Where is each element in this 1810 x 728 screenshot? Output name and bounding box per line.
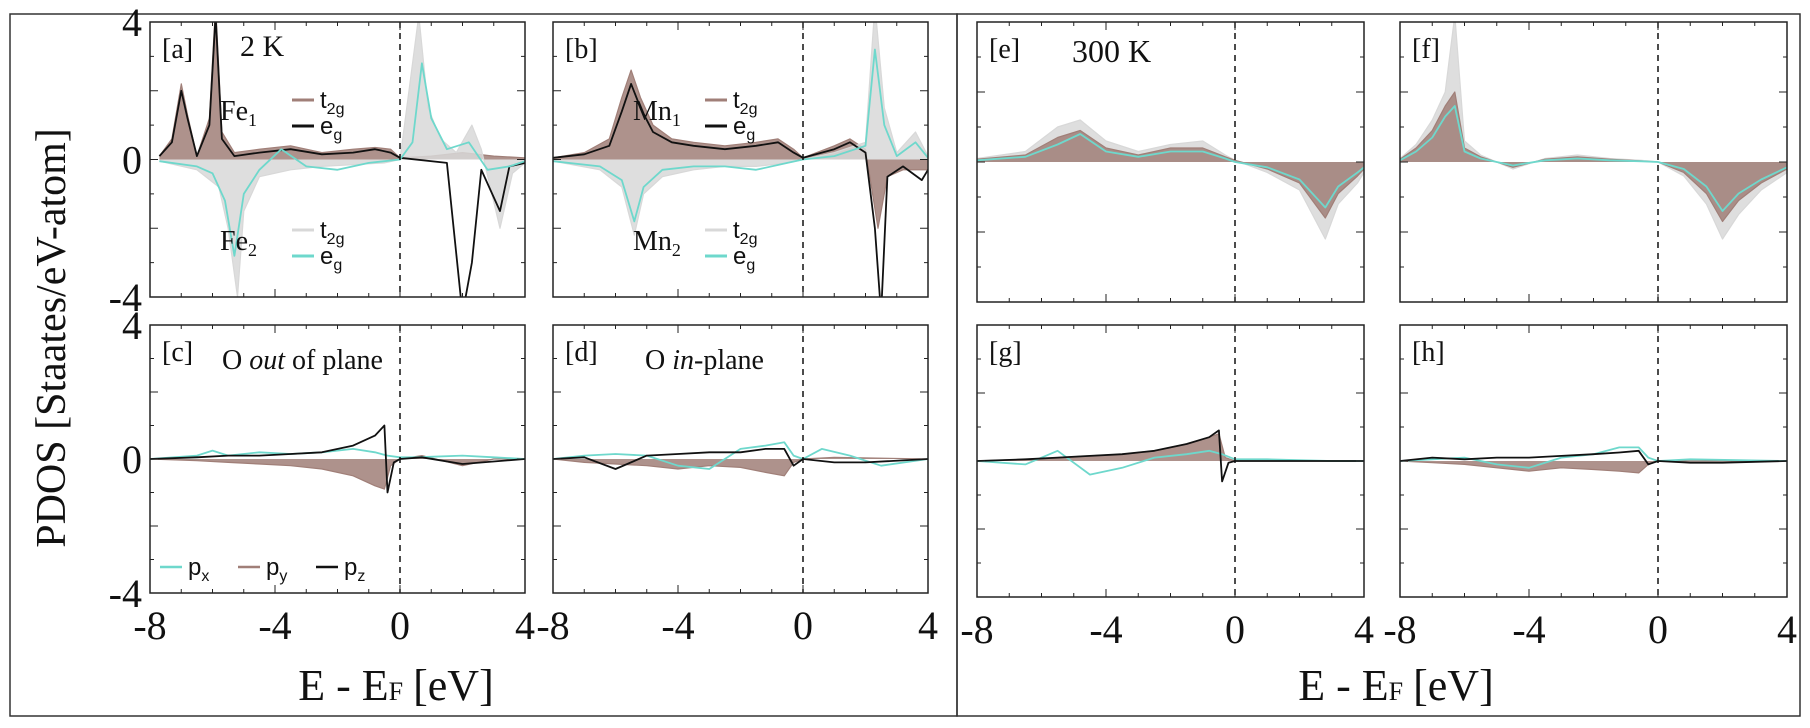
x-tick-label: -4 [1089, 607, 1122, 652]
panel-annotation: 2 K [240, 30, 285, 63]
legend-species: Fe2 [220, 226, 257, 260]
y-tick-label: 4 [122, 303, 142, 348]
x-tick-label: -8 [960, 607, 993, 652]
legend-label-eg: eg [320, 243, 342, 274]
panel-annotation: 300 K [1072, 33, 1151, 69]
legend-label-eg: eg [733, 113, 755, 144]
legend-label: pz [344, 554, 365, 585]
series-line-2 [977, 133, 1364, 209]
series-line-2 [150, 424, 525, 494]
plot-area [158, 22, 525, 297]
panels: -404[a] 2 KFe1t2gegFe2t2geg[b]Mn1t2gegMn2… [109, 0, 1797, 652]
x-axis-label-left: E - EF [eV] [298, 661, 493, 710]
series-line-1 [1400, 91, 1787, 223]
series-line-0 [977, 449, 1364, 476]
x-tick-label: -4 [661, 603, 694, 648]
x-tick-label: -8 [536, 603, 569, 648]
plot-area [977, 119, 1364, 240]
panel-f: [f] [1399, 21, 1788, 303]
series-fill-1 [977, 130, 1364, 218]
panel-tag: [b] [565, 34, 598, 65]
x-tick-label: -8 [133, 603, 166, 648]
x-tick-label: 4 [918, 603, 938, 648]
x-tick-label: -4 [258, 603, 291, 648]
plot-area [150, 424, 525, 494]
y-tick-label: -4 [109, 275, 142, 320]
x-tick-label: 0 [793, 603, 813, 648]
series-line-0 [977, 119, 1364, 240]
series-fill-2 [553, 22, 928, 236]
series-line-1 [977, 129, 1364, 219]
series-line-0 [150, 447, 525, 460]
x-tick-label: 0 [1648, 607, 1668, 652]
plot-area [1400, 446, 1787, 474]
series-line-2 [977, 429, 1364, 483]
panel-g: -8 -4 0 4 [g] [960, 324, 1374, 652]
panel-tag: [g] [989, 337, 1022, 368]
legend-label-t2g: t2g [733, 217, 757, 248]
x-axis-label-right: E - EF [eV] [1298, 661, 1493, 710]
legend-species: Mn1 [633, 96, 681, 130]
legend-label: py [266, 554, 287, 585]
plot-area [553, 22, 928, 297]
y-axis-label: PDOS [Staates/eV-atom] [29, 128, 75, 548]
panel-e: [e] 300 K [976, 21, 1365, 303]
series-line-2 [1400, 449, 1787, 466]
series-line-2 [553, 22, 928, 236]
series-line-0 [553, 69, 928, 229]
y-tick-label: 4 [122, 0, 142, 45]
series-line-1 [553, 83, 928, 297]
panel-d: -8 -4 0 4 [d] O in-plane [536, 324, 938, 648]
legend-label-t2g: t2g [320, 217, 344, 248]
plot-area [1400, 22, 1787, 240]
series-line-1 [158, 22, 525, 297]
x-tick-label: 4 [1777, 607, 1797, 652]
x-tick-label: -4 [1512, 607, 1545, 652]
series-line-2 [159, 22, 525, 297]
legend-label-eg: eg [320, 113, 342, 144]
x-tick-label: -8 [1383, 607, 1416, 652]
legend-species: Mn2 [633, 226, 681, 260]
x-tick-label: 0 [390, 603, 410, 648]
plot-area [977, 429, 1364, 483]
series-line-3 [159, 62, 525, 257]
legend-species: Fe1 [220, 96, 257, 130]
panel-tag: [e] [989, 34, 1020, 65]
y-tick-label: -4 [109, 571, 142, 616]
panel-tag: [f] [1412, 34, 1440, 65]
y-tick-label: 0 [122, 437, 142, 482]
legend-label-t2g: t2g [733, 87, 757, 118]
y-tick-label: 0 [122, 138, 142, 183]
plot-area [553, 441, 928, 477]
panel-tag: [c] [162, 337, 193, 368]
series-fill-0 [553, 70, 928, 229]
series-fill-2 [159, 22, 525, 297]
series-line-3 [553, 48, 928, 223]
panel-annotation: O in-plane [645, 345, 764, 376]
series-line-0 [1400, 22, 1787, 240]
panel-h: -8 -4 0 4 [h] [1383, 324, 1797, 652]
series-line-0 [553, 441, 928, 470]
panel-tag: [d] [565, 337, 598, 368]
panel-annotation: O out of plane [222, 345, 383, 376]
panel-tag: [h] [1412, 337, 1445, 368]
series-line-2 [1400, 105, 1787, 212]
x-tick-label: 4 [1354, 607, 1374, 652]
x-tick-label: 0 [1225, 607, 1245, 652]
series-line-2 [553, 447, 928, 470]
legend-label: px [188, 554, 209, 585]
panel-tag: [a] [162, 34, 193, 65]
legend-label-eg: eg [733, 243, 755, 274]
legend-label-t2g: t2g [320, 87, 344, 118]
series-fill-1 [553, 457, 928, 476]
x-tick-label: 4 [515, 603, 535, 648]
right-figure-frame [956, 13, 1801, 717]
